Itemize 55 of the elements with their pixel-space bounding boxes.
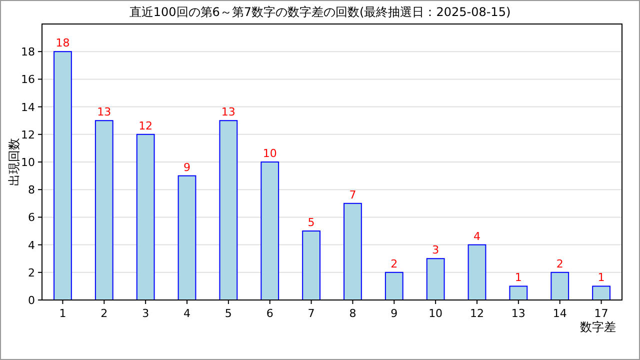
y-tick-label: 6 xyxy=(28,211,35,224)
data-label: 18 xyxy=(56,36,70,50)
bar xyxy=(94,120,114,300)
x-tick-label: 12 xyxy=(470,307,484,320)
x-tick-label: 8 xyxy=(349,307,356,320)
data-label: 12 xyxy=(138,119,153,132)
data-label: 2 xyxy=(556,257,564,270)
data-label: 10 xyxy=(262,147,277,160)
x-tick-label: 5 xyxy=(224,307,232,320)
bar xyxy=(54,51,72,300)
data-label: 5 xyxy=(308,216,315,229)
x-tick-label: 14 xyxy=(552,307,567,320)
x-tick-label: 10 xyxy=(428,307,443,320)
x-axis-title: 数字差 xyxy=(580,320,616,334)
y-tick-label: 18 xyxy=(21,46,35,59)
data-label: 7 xyxy=(349,188,356,202)
bar xyxy=(468,244,486,300)
y-tick-label: 2 xyxy=(28,266,35,280)
bar xyxy=(384,272,404,300)
x-tick-label: 13 xyxy=(511,307,526,320)
x-tick-label: 6 xyxy=(266,307,274,320)
y-tick-label: 8 xyxy=(28,184,35,197)
data-label: 9 xyxy=(184,160,190,174)
bar xyxy=(260,162,280,300)
data-label: 1 xyxy=(514,271,522,284)
bar xyxy=(509,286,528,300)
y-tick-label: 14 xyxy=(21,100,35,114)
y-tick-label: 10 xyxy=(21,156,35,169)
y-tick-label: 16 xyxy=(21,73,35,86)
y-tick-label: 12 xyxy=(21,128,35,142)
chart-title: 直近100回の第6～第7数字の数字差の回数(最終抽選日：2025-08-15) xyxy=(129,5,511,19)
x-tick-label: 1 xyxy=(59,307,66,320)
y-tick-label: 4 xyxy=(28,238,35,252)
bar xyxy=(592,286,610,300)
bar xyxy=(302,230,320,300)
y-axis-title: 出現回数 xyxy=(7,138,21,186)
data-label: 13 xyxy=(97,106,112,119)
x-tick-label: 4 xyxy=(184,307,190,320)
x-tick-label: 2 xyxy=(100,307,108,320)
data-label: 1 xyxy=(598,271,605,284)
bar xyxy=(550,272,570,300)
y-tick-label: 0 xyxy=(28,294,35,307)
x-tick-label: 17 xyxy=(594,307,608,320)
x-tick-label: 3 xyxy=(142,307,150,320)
bar xyxy=(344,202,362,300)
x-tick-label: 7 xyxy=(308,307,315,320)
bar xyxy=(136,134,155,300)
bar xyxy=(426,258,445,300)
x-tick-label: 9 xyxy=(390,307,398,320)
data-label: 2 xyxy=(390,257,398,270)
data-label: 13 xyxy=(221,106,236,119)
bar xyxy=(178,175,196,300)
data-label: 3 xyxy=(432,244,440,257)
bar xyxy=(219,120,238,300)
data-label: 4 xyxy=(474,230,480,243)
